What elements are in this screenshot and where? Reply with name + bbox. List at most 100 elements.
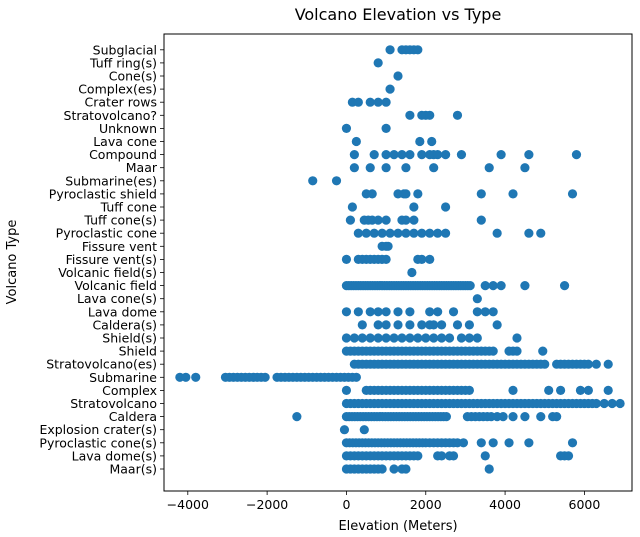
data-point [417, 150, 427, 160]
data-point [437, 320, 447, 330]
y-tick-label: Pyroclastic cone [56, 226, 158, 241]
y-tick-label: Subglacial [93, 42, 157, 57]
data-point [444, 333, 455, 343]
y-tick-label: Tuff cone [100, 200, 158, 215]
data-point [520, 163, 530, 173]
data-point [603, 385, 613, 395]
data-point [437, 451, 447, 461]
data-point [480, 451, 490, 461]
data-point [365, 97, 375, 107]
data-point [425, 110, 435, 120]
y-tick-label: Volcanic field [75, 278, 157, 293]
data-point [365, 333, 375, 343]
data-point [536, 228, 546, 238]
data-point [484, 464, 494, 474]
y-tick-label: Crater rows [85, 95, 157, 110]
data-point [552, 412, 562, 422]
data-point [472, 307, 482, 317]
data-point [369, 228, 379, 238]
data-point [292, 412, 302, 422]
data-point [544, 385, 554, 395]
data-point [381, 307, 391, 317]
data-point [591, 359, 601, 369]
data-point [353, 228, 363, 238]
data-point [349, 150, 359, 160]
data-point [373, 58, 383, 68]
y-tick-label: Caldera [109, 409, 157, 424]
data-point [607, 398, 617, 409]
data-point [351, 136, 361, 147]
y-tick-label: Unknown [99, 121, 157, 136]
data-point [488, 307, 498, 317]
data-point [508, 412, 518, 422]
data-point [377, 228, 387, 238]
data-point [571, 150, 582, 160]
y-tick-label: Tuff ring(s) [89, 55, 157, 70]
data-point [308, 176, 318, 186]
x-tick-label: −2000 [246, 497, 288, 512]
y-tick-label: Stratovolcano(es) [46, 357, 157, 372]
data-point [401, 189, 411, 199]
data-point [405, 333, 415, 343]
data-point [341, 123, 352, 133]
y-tick-label: Shield(s) [102, 331, 157, 346]
data-point [401, 228, 411, 238]
data-point [415, 136, 425, 147]
data-point [405, 110, 415, 120]
data-point [351, 372, 361, 382]
data-point [381, 320, 391, 330]
data-point [389, 150, 399, 160]
data-point [381, 163, 391, 173]
data-point [341, 333, 352, 343]
data-point [524, 150, 534, 160]
data-point [373, 97, 383, 107]
y-tick-label: Pyroclastic shield [49, 186, 157, 201]
data-point [389, 333, 399, 343]
data-point [591, 398, 601, 409]
data-point [425, 254, 435, 264]
data-point [381, 123, 391, 133]
data-point [425, 307, 435, 317]
data-point [524, 438, 534, 448]
data-point [567, 189, 578, 199]
y-tick-label: Compound [89, 147, 157, 162]
x-tick-label: 0 [342, 497, 350, 512]
data-point [496, 150, 506, 160]
data-point [381, 333, 391, 343]
data-point [427, 136, 437, 147]
data-point [421, 333, 431, 343]
data-point [512, 346, 522, 356]
y-tick-label: Maar [126, 160, 158, 175]
data-point [417, 228, 427, 238]
data-point [413, 189, 423, 199]
data-point [567, 438, 578, 448]
data-point [365, 163, 375, 173]
data-point [357, 333, 367, 343]
data-point [385, 84, 395, 94]
data-point [433, 150, 443, 160]
data-point [559, 281, 570, 291]
data-point [349, 333, 359, 343]
data-point [260, 372, 270, 382]
data-point [498, 412, 508, 422]
data-point [520, 412, 530, 422]
data-point [377, 464, 387, 474]
data-point [520, 281, 530, 291]
data-point [389, 464, 399, 474]
data-point [524, 228, 534, 238]
data-point [480, 281, 490, 291]
data-point [339, 425, 350, 435]
data-point [504, 438, 514, 448]
data-point [393, 307, 403, 317]
data-point [417, 320, 427, 330]
data-point [385, 45, 395, 55]
data-point [448, 307, 459, 317]
data-point [393, 71, 403, 81]
data-point [536, 412, 546, 422]
y-tick-label: Lava dome(s) [72, 448, 157, 463]
data-point [397, 333, 407, 343]
x-tick-label: 2000 [410, 497, 442, 512]
data-point [381, 97, 391, 107]
data-point [367, 189, 377, 199]
